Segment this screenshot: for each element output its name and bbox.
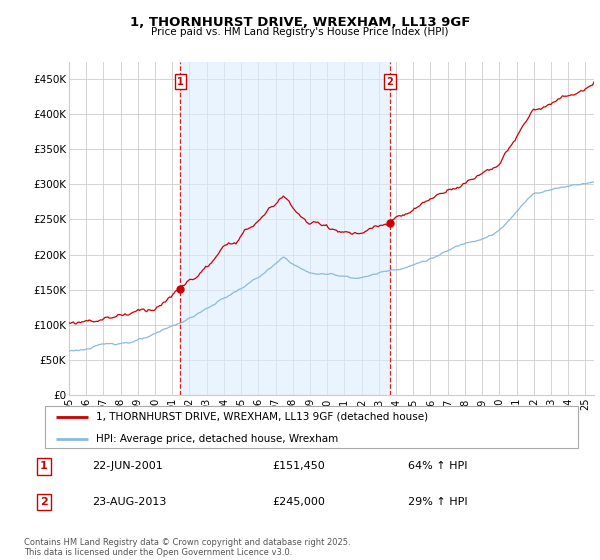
Text: 22-JUN-2001: 22-JUN-2001: [92, 461, 163, 472]
Text: 1, THORNHURST DRIVE, WREXHAM, LL13 9GF (detached house): 1, THORNHURST DRIVE, WREXHAM, LL13 9GF (…: [96, 412, 428, 422]
Bar: [181, 62, 390, 395]
Text: 1: 1: [177, 77, 184, 87]
Text: £151,450: £151,450: [272, 461, 325, 472]
Text: 29% ↑ HPI: 29% ↑ HPI: [407, 497, 467, 507]
Text: 1, THORNHURST DRIVE, WREXHAM, LL13 9GF: 1, THORNHURST DRIVE, WREXHAM, LL13 9GF: [130, 16, 470, 29]
Text: 1: 1: [40, 461, 47, 472]
Text: Contains HM Land Registry data © Crown copyright and database right 2025.
This d: Contains HM Land Registry data © Crown c…: [24, 538, 350, 557]
Text: 64% ↑ HPI: 64% ↑ HPI: [407, 461, 467, 472]
Text: £245,000: £245,000: [272, 497, 325, 507]
Text: Price paid vs. HM Land Registry's House Price Index (HPI): Price paid vs. HM Land Registry's House …: [151, 27, 449, 37]
Text: 2: 2: [40, 497, 47, 507]
Text: 23-AUG-2013: 23-AUG-2013: [92, 497, 166, 507]
Text: HPI: Average price, detached house, Wrexham: HPI: Average price, detached house, Wrex…: [96, 434, 338, 444]
FancyBboxPatch shape: [45, 405, 578, 449]
Text: 2: 2: [386, 77, 393, 87]
